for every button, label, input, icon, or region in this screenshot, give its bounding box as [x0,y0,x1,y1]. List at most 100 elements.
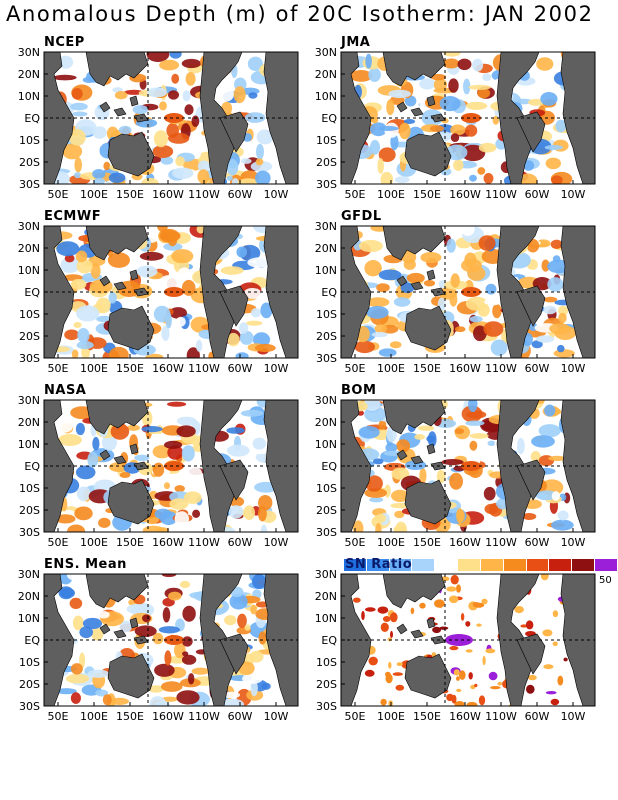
land-mass [404,479,452,525]
land-mass [382,226,446,261]
land-mass [129,269,139,281]
map-panel: ENS. Mean 30N 20N 10N EQ 10S 20S 30S 50E 100E 150E… [0,557,300,740]
latitude-label: 20S [316,330,337,343]
land-mass [219,285,249,327]
longitude-label: 10W [264,362,289,375]
land-mass [404,305,452,351]
land-mass [426,617,436,629]
colorbar-swatch [458,559,481,571]
longitude-label: 60W [525,188,550,201]
panel-title: ECMWF [44,209,102,224]
latitude-label: 20N [315,590,337,603]
land-mass [426,269,436,281]
land-mass [219,459,249,501]
longitude-label: 10W [561,710,586,723]
longitude-label: 50E [48,710,69,723]
longitude-label: 60W [525,536,550,549]
latitude-label: 30S [19,352,40,365]
latitude-label: 30S [316,178,337,191]
longitude-label: 60W [228,188,253,201]
land-mass [85,574,149,609]
latitude-label: 20S [316,678,337,691]
longitude-label: 50E [48,362,69,375]
latitude-label: EQ [321,286,337,299]
land-mass [382,400,446,435]
longitude-label: 50E [345,710,366,723]
land-mass [129,443,139,455]
anomaly-map: 30N 20N 10N EQ 10S 20S 30S 50E 100E 150E 160W 110W 6… [315,46,596,201]
panel-title: ENS. Mean [44,557,127,572]
colorbar-swatch [480,559,504,571]
anomaly-map: 30N 20N 10N EQ 10S 20S 30S 50E 100E 150E 160W 110W 6… [18,568,299,723]
latitude-label: 10N [315,438,337,451]
latitude-label: 20S [19,504,40,517]
longitude-label: 60W [228,362,253,375]
anomaly-map: 30N 20N 10N EQ 10S 20S 30S 50E 100E 150E 160W 110W 6… [18,220,299,375]
latitude-label: 10N [18,438,40,451]
latitude-label: 30N [18,394,40,407]
latitude-label: 20N [18,68,40,81]
latitude-label: 10N [315,90,337,103]
land-mass [426,443,436,455]
longitude-label: 60W [228,536,253,549]
longitude-label: 60W [525,362,550,375]
anomaly-map: 30N 20N 10N EQ 10S 20S 30S 50E 100E 150E 160W 110W 6… [315,220,596,375]
latitude-label: 30N [18,46,40,59]
land-mass [396,449,408,461]
land-mass [410,281,424,291]
latitude-label: 10S [19,308,40,321]
land-mass [410,629,424,639]
panel-title: BOM [341,383,377,398]
longitude-label: 150E [116,362,144,375]
land-mass [516,285,546,327]
longitude-label: 160W [152,536,184,549]
latitude-label: EQ [321,634,337,647]
longitude-label: 10W [561,536,586,549]
latitude-label: 30S [19,178,40,191]
latitude-label: 30N [18,220,40,233]
longitude-label: 10W [561,188,586,201]
latitude-label: 20S [19,678,40,691]
land-mass [113,629,127,639]
longitude-label: 150E [413,710,441,723]
longitude-label: 100E [80,710,108,723]
longitude-label: 110W [188,536,220,549]
colorbar-swatch [549,559,573,571]
latitude-label: 10S [316,308,337,321]
colorbar-swatch [526,559,550,571]
land-mass [99,101,111,113]
land-mass [85,226,149,261]
longitude-label: 160W [449,710,481,723]
latitude-label: 10N [18,612,40,625]
latitude-label: 20S [19,330,40,343]
land-mass [404,653,452,699]
longitude-label: 50E [48,188,69,201]
latitude-label: 10N [18,90,40,103]
latitude-label: 30N [315,568,337,581]
land-mass [516,111,546,153]
colorbar-swatch [389,559,413,571]
anomaly-map: 30N 20N 10N EQ 10S 20S 30S 50E 100E 150E 160W 110W 6… [18,46,299,201]
land-mass [99,275,111,287]
sn-colorbar-max-label: 50 [599,575,612,586]
latitude-label: 20S [316,504,337,517]
land-mass [85,52,149,87]
map-panel: 30N 20N 10N EQ 10S 20S 30S 50E 100E 150E 160W 110W 6… [297,560,597,740]
anomaly-map: 30N 20N 10N EQ 10S 20S 30S 50E 100E 150E 160W 110W 6… [315,394,596,549]
longitude-label: 50E [345,188,366,201]
colorbar-swatch [503,559,527,571]
land-mass [113,107,127,117]
longitude-label: 100E [377,536,405,549]
latitude-label: EQ [24,286,40,299]
latitude-label: 30N [315,46,337,59]
longitude-label: 150E [116,710,144,723]
latitude-label: 20S [316,156,337,169]
land-mass [382,52,446,87]
latitude-label: 10N [315,612,337,625]
latitude-label: 10S [316,134,337,147]
longitude-label: 110W [485,188,517,201]
map-panel: ECMWF 30N 20N 10N EQ 10S 20S 30S 50E 100E 150E 160W… [0,209,300,392]
land-mass [426,95,436,107]
land-mass [219,633,249,675]
longitude-label: 100E [377,362,405,375]
